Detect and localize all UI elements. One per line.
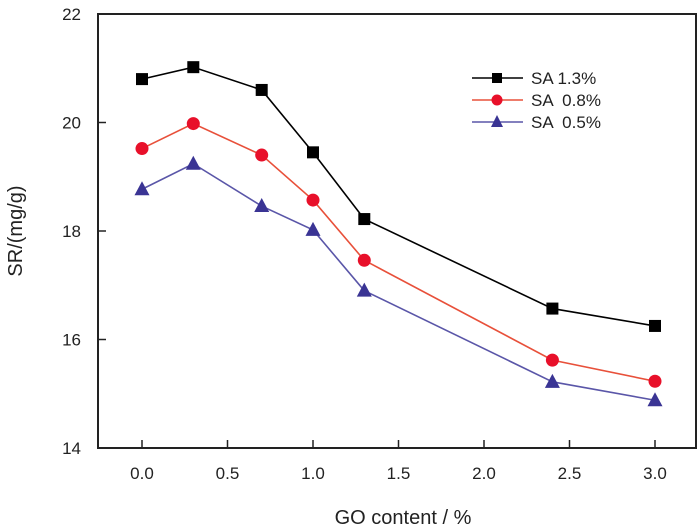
- data-point: [135, 142, 149, 156]
- data-point: [649, 319, 661, 332]
- data-point: [307, 146, 319, 159]
- series-group: [134, 61, 663, 407]
- data-point: [186, 117, 200, 131]
- y-tick-label: 16: [62, 331, 81, 350]
- legend-label: SA 0.8%: [531, 91, 601, 110]
- x-axis-title: GO content / %: [335, 507, 472, 529]
- legend-item: SA 0.5%: [472, 113, 601, 132]
- data-point: [544, 373, 560, 388]
- y-axis-title: SR/(mg/g): [5, 185, 27, 276]
- legend-item: SA 1.3%: [472, 69, 596, 88]
- data-point: [356, 282, 372, 297]
- legend-label: SA 0.5%: [531, 113, 601, 132]
- series-1: [136, 61, 661, 332]
- legend-marker: [491, 115, 503, 127]
- legend-marker: [491, 94, 503, 106]
- x-tick-label: 0.0: [130, 464, 154, 483]
- x-tick-label: 2.5: [558, 464, 582, 483]
- x-tick-label: 1.0: [301, 464, 325, 483]
- series-line: [141, 122, 656, 383]
- data-point: [305, 221, 321, 236]
- y-axis: 14 16 18 20 22: [62, 5, 106, 458]
- series-2: [135, 117, 662, 388]
- data-point: [134, 181, 150, 196]
- plot-frame: [97, 13, 697, 449]
- data-point: [185, 155, 201, 170]
- legend: SA 1.3% SA 0.8% SA 0.5%: [472, 69, 601, 132]
- x-tick-label: 2.0: [472, 464, 496, 483]
- data-point: [187, 61, 200, 74]
- data-point: [358, 213, 371, 226]
- x-tick-label: 3.0: [643, 464, 667, 483]
- y-tick-label: 22: [62, 5, 81, 24]
- data-point: [136, 73, 148, 86]
- legend-marker: [492, 73, 502, 83]
- data-point: [647, 392, 663, 407]
- data-point: [255, 83, 268, 96]
- x-tick-label: 1.5: [387, 464, 411, 483]
- data-point: [254, 198, 270, 213]
- x-axis: 0.0 0.5 1.0 1.5 2.0 2.5 3.0: [130, 440, 667, 483]
- data-point: [306, 193, 320, 207]
- series-3: [134, 155, 663, 407]
- y-tick-label: 18: [62, 222, 81, 241]
- y-tick-label: 14: [62, 439, 81, 458]
- data-point: [546, 302, 559, 315]
- x-tick-label: 0.5: [216, 464, 240, 483]
- legend-label: SA 1.3%: [531, 69, 596, 88]
- data-point: [648, 374, 662, 388]
- y-tick-label: 20: [62, 114, 81, 133]
- data-point: [255, 148, 269, 162]
- data-point: [357, 253, 371, 267]
- data-point: [545, 353, 559, 367]
- legend-item: SA 0.8%: [472, 91, 601, 110]
